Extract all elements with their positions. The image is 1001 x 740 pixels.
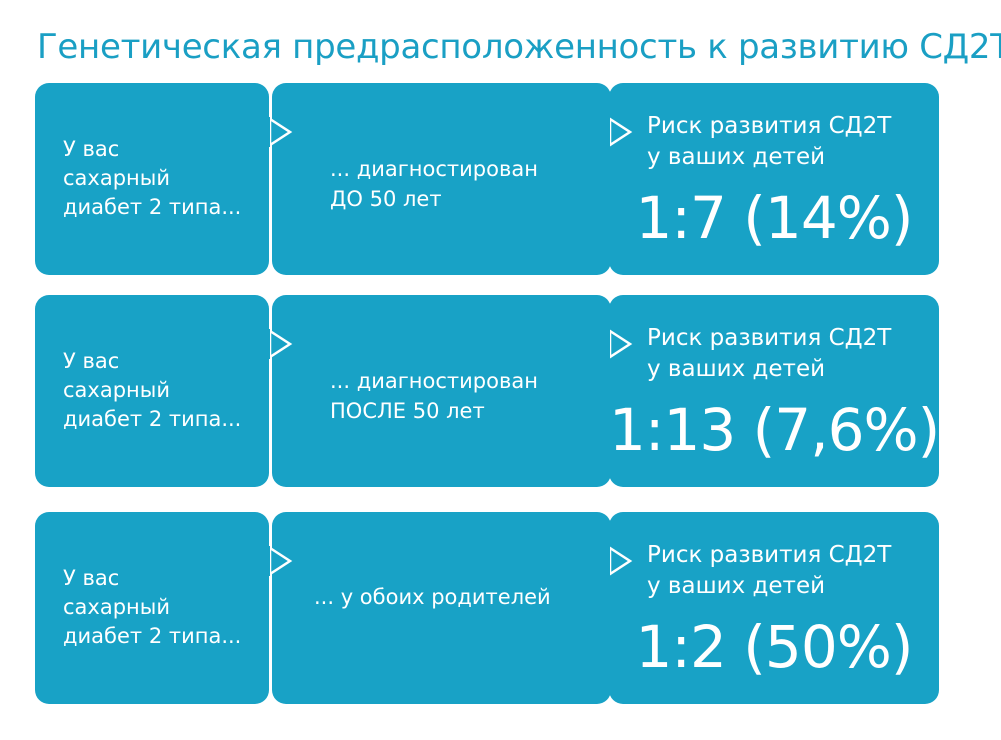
risk-value: 1:7 (14%) xyxy=(635,184,914,252)
risk-row-3: У вас сахарный диабет 2 типа... ... у об… xyxy=(0,512,1001,704)
risk-box: Риск развития СД2Т у ваших детей 1:13 (7… xyxy=(609,295,940,487)
condition-line-2: сахарный xyxy=(63,595,170,619)
condition-line-3: диабет 2 типа... xyxy=(63,195,242,219)
chevron-right-icon xyxy=(264,117,294,147)
risk-value: 1:2 (50%) xyxy=(635,613,914,681)
detail-line-2: ПОСЛЕ 50 лет xyxy=(330,399,485,423)
risk-label: Риск развития СД2Т у ваших детей xyxy=(647,323,891,385)
condition-line-1: У вас xyxy=(63,566,120,590)
detail-text: ... у обоих родителей xyxy=(314,582,551,612)
condition-box: У вас сахарный диабет 2 типа... xyxy=(35,512,269,704)
risk-row-2: У вас сахарный диабет 2 типа... ... диаг… xyxy=(0,295,1001,487)
detail-text: ... диагностирован ПОСЛЕ 50 лет xyxy=(330,366,538,426)
chevron-right-icon xyxy=(604,117,634,147)
condition-text: У вас сахарный диабет 2 типа... xyxy=(63,135,241,222)
risk-label: Риск развития СД2Т у ваших детей xyxy=(647,111,891,173)
detail-text: ... диагностирован ДО 50 лет xyxy=(330,154,538,214)
risk-label-line-1: Риск развития СД2Т xyxy=(647,542,892,568)
detail-box: ... диагностирован ПОСЛЕ 50 лет xyxy=(272,295,611,487)
condition-line-3: диабет 2 типа... xyxy=(63,624,242,648)
risk-box: Риск развития СД2Т у ваших детей 1:7 (14… xyxy=(609,83,939,275)
condition-line-1: У вас xyxy=(63,349,120,373)
risk-label-line-2: у ваших детей xyxy=(647,144,826,170)
detail-line-1: ... диагностирован xyxy=(330,157,538,181)
risk-box: Риск развития СД2Т у ваших детей 1:2 (50… xyxy=(609,512,939,704)
detail-line-1: ... диагностирован xyxy=(330,369,538,393)
condition-text: У вас сахарный диабет 2 типа... xyxy=(63,564,241,651)
condition-box: У вас сахарный диабет 2 типа... xyxy=(35,295,269,487)
condition-line-2: сахарный xyxy=(63,378,170,402)
detail-box: ... диагностирован ДО 50 лет xyxy=(272,83,611,275)
detail-line-2: ДО 50 лет xyxy=(330,187,442,211)
risk-label-line-2: у ваших детей xyxy=(647,573,826,599)
condition-text: У вас сахарный диабет 2 типа... xyxy=(63,347,241,434)
condition-line-3: диабет 2 типа... xyxy=(63,407,242,431)
chevron-right-icon xyxy=(604,546,634,576)
risk-row-1: У вас сахарный диабет 2 типа... ... диаг… xyxy=(0,83,1001,275)
chevron-right-icon xyxy=(264,546,294,576)
condition-line-2: сахарный xyxy=(63,166,170,190)
risk-label-line-1: Риск развития СД2Т xyxy=(647,325,892,351)
chevron-right-icon xyxy=(604,329,634,359)
condition-box: У вас сахарный диабет 2 типа... xyxy=(35,83,269,275)
page-title: Генетическая предрасположенность к разви… xyxy=(37,27,1001,67)
risk-label: Риск развития СД2Т у ваших детей xyxy=(647,540,891,602)
detail-line-1: ... у обоих родителей xyxy=(314,585,551,609)
chevron-right-icon xyxy=(264,329,294,359)
risk-label-line-2: у ваших детей xyxy=(647,356,826,382)
detail-box: ... у обоих родителей xyxy=(272,512,611,704)
condition-line-1: У вас xyxy=(63,137,120,161)
risk-label-line-1: Риск развития СД2Т xyxy=(647,113,892,139)
risk-value: 1:13 (7,6%) xyxy=(609,396,940,464)
